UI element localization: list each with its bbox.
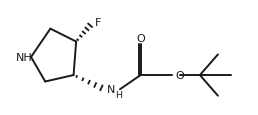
Text: O: O [136, 34, 145, 44]
Text: NH: NH [15, 53, 32, 62]
Text: F: F [95, 18, 102, 28]
Text: H: H [115, 90, 122, 99]
Text: O: O [175, 70, 184, 80]
Text: N: N [107, 84, 115, 94]
